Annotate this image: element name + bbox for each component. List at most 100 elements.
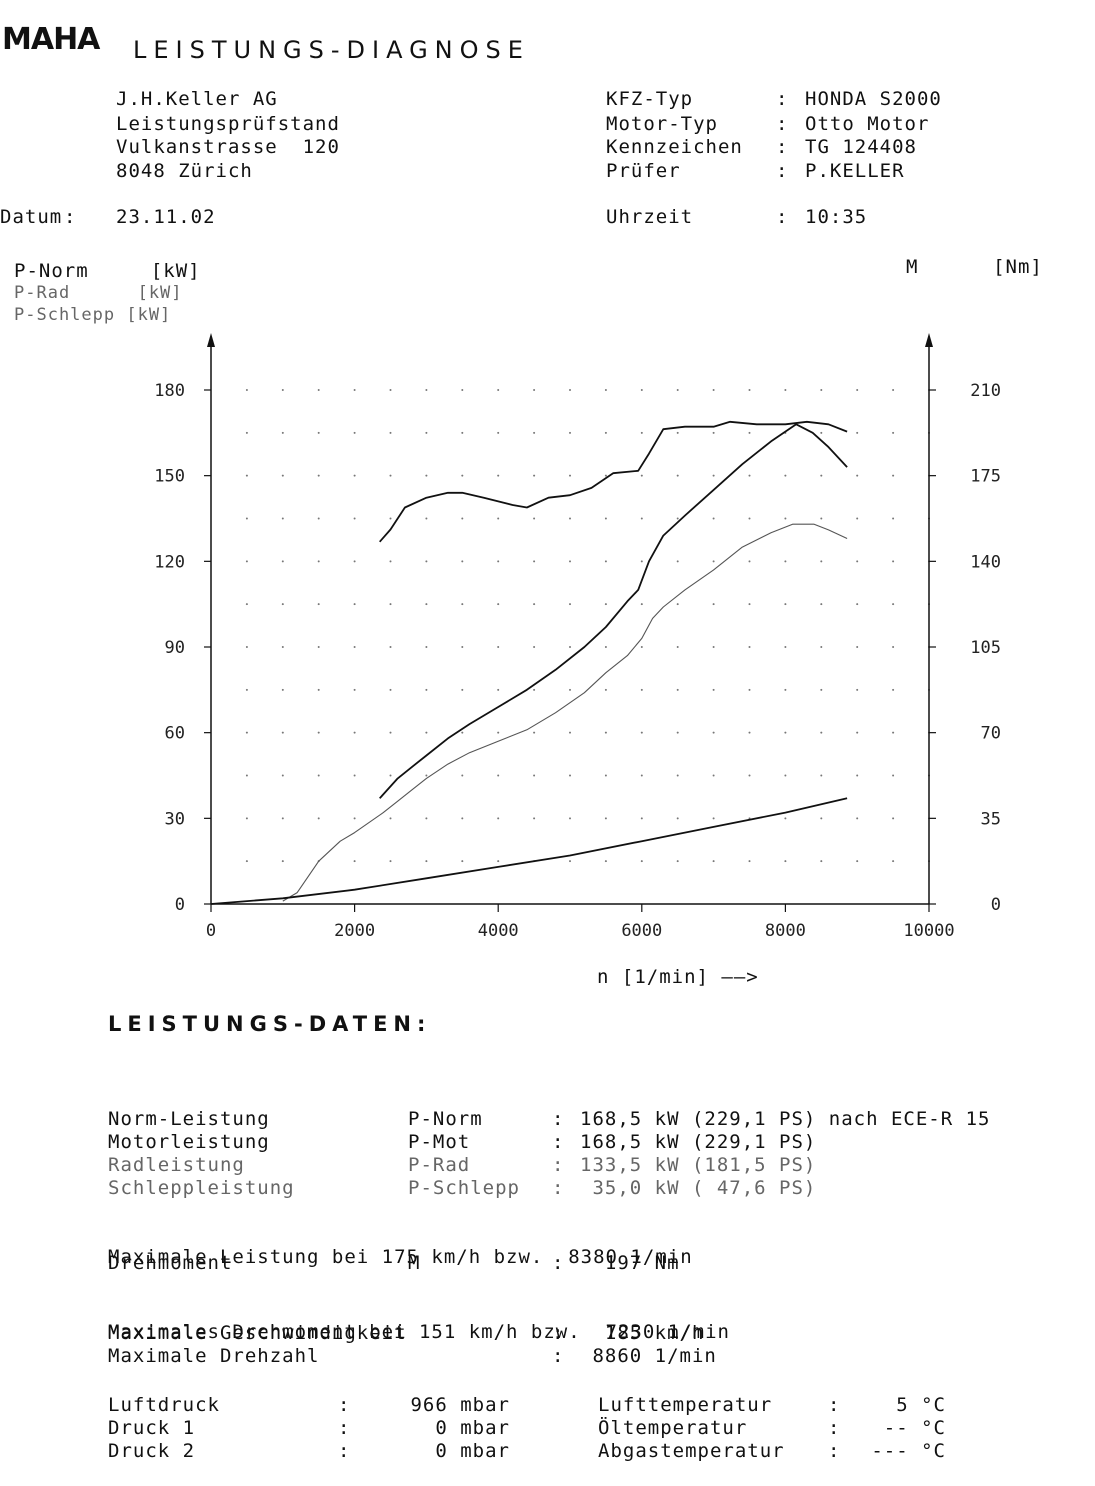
condition-right-name: Öltemperatur	[598, 1417, 748, 1439]
grid-dot	[784, 560, 787, 563]
grid-dot	[281, 517, 284, 520]
vehicle-colon: :	[776, 136, 789, 158]
leistung-row-value: 133,5 kW (181,5 PS)	[580, 1154, 817, 1176]
grid-dot	[748, 474, 751, 477]
grid-dot	[353, 560, 356, 563]
page-title: LEISTUNGS-DIAGNOSE	[133, 36, 530, 64]
y-right-tick-label: 175	[970, 467, 1001, 487]
grid-dot	[353, 774, 356, 777]
condition-sep: :	[338, 1417, 351, 1439]
leistung-row-val: 168,5 kW (229,1 PS)	[580, 1108, 817, 1130]
y-right-tick-label: 35	[981, 809, 1001, 829]
grid-dot	[497, 517, 500, 520]
grid-dot	[245, 389, 248, 391]
grid-dot	[461, 517, 464, 520]
y-axis-left-arrow	[207, 333, 215, 347]
grid-dot	[892, 560, 895, 563]
leistung-row: Schleppleistung P-Schlepp : 35,0 kW ( 47…	[108, 1177, 991, 1200]
leistung-row-sep: :	[552, 1108, 565, 1130]
grid-dot	[892, 389, 895, 391]
grid-dot	[389, 688, 392, 691]
leistung-row: Norm-Leistung P-Norm : 168,5 kW (229,1 P…	[108, 1108, 991, 1131]
grid-dot	[784, 517, 787, 520]
grid-dot	[461, 774, 464, 777]
grid-dot	[461, 389, 464, 391]
grid-dot	[748, 731, 751, 734]
grid-dot	[712, 474, 715, 477]
condition-sep: :	[828, 1417, 841, 1439]
grid-dot	[317, 474, 320, 477]
max-geschw-name: Maximale Geschwindigkeit	[108, 1322, 407, 1344]
vehicle-label-pruefer: Prüfer	[606, 160, 681, 182]
grid-dot	[676, 774, 679, 777]
grid-dot	[748, 774, 751, 777]
grid-dot	[245, 603, 248, 606]
grid-dot	[281, 774, 284, 777]
leistung-row: Motorleistung P-Mot : 168,5 kW (229,1 PS…	[108, 1131, 991, 1154]
legend-p-schlepp: P-Schlepp [kW]	[14, 305, 172, 325]
condition-left-name: Druck 1	[108, 1417, 196, 1439]
grid-dot	[533, 731, 536, 734]
drehmoment-name: Drehmoment	[108, 1252, 233, 1274]
grid-dot	[712, 731, 715, 734]
grid-dot	[820, 774, 823, 777]
grid-dot	[856, 774, 859, 777]
x-tick-label: 2000	[334, 921, 375, 941]
y-right-tick-label: 70	[981, 724, 1001, 744]
grid-dot	[604, 603, 607, 606]
grid-dot	[569, 517, 571, 520]
series-line-p-schlepp	[210, 797, 848, 905]
grid-dot	[533, 474, 536, 477]
grid-dot	[892, 774, 895, 777]
condition-sep: :	[338, 1440, 351, 1462]
grid-dot	[425, 517, 428, 520]
condition-right-value: --- °C	[871, 1440, 946, 1462]
grid-dot	[317, 431, 320, 434]
condition-row: Luftdruck : 966 mbar Lufttemperatur : 5 …	[108, 1394, 946, 1417]
leistung-row-value: 168,5 kW (229,1 PS)	[580, 1131, 817, 1153]
grid-dot	[712, 817, 715, 820]
grid-dot	[569, 688, 571, 691]
grid-dot	[497, 860, 500, 863]
grid-dot	[892, 646, 895, 648]
leistung-row-extra: nach ECE-R 15	[816, 1108, 991, 1130]
grid-dot	[389, 560, 392, 563]
uhrzeit-label: Uhrzeit	[606, 206, 694, 228]
grid-dot	[820, 474, 823, 477]
conditions-block: Luftdruck : 966 mbar Lufttemperatur : 5 …	[108, 1348, 946, 1486]
grid-dot	[317, 389, 320, 391]
vehicle-label-kennzeichen: Kennzeichen	[606, 136, 743, 158]
grid-dot	[389, 474, 392, 477]
grid-dot	[676, 860, 679, 863]
grid-dot	[784, 731, 787, 734]
x-axis-label: n [1/min] ——>	[597, 966, 759, 988]
grid-dot	[317, 817, 320, 820]
grid-dot	[640, 517, 643, 520]
series-line-m	[379, 420, 848, 543]
grid-dot	[604, 774, 607, 777]
condition-row: Druck 2 : 0 mbar Abgastemperatur : --- °…	[108, 1440, 946, 1463]
leistung-row-sym: P-Schlepp	[408, 1177, 520, 1199]
condition-right-value: 5 °C	[896, 1394, 946, 1416]
grid-dot	[425, 860, 428, 863]
grid-dot	[569, 474, 571, 477]
grid-dot	[676, 517, 679, 520]
grid-dot	[676, 688, 679, 691]
condition-left-value: 0 mbar	[435, 1417, 510, 1439]
grid-dot	[748, 688, 751, 691]
max-drehzahl-value: 8860 1/min	[580, 1345, 717, 1367]
grid-dot	[317, 731, 320, 734]
grid-dot	[461, 560, 464, 563]
grid-dot	[712, 389, 715, 391]
condition-left-value: 966 mbar	[410, 1394, 510, 1416]
grid-dot	[461, 731, 464, 734]
grid-dot	[604, 860, 607, 863]
grid-dot	[640, 560, 643, 563]
leistung-row-sym: P-Mot	[408, 1131, 471, 1153]
grid-dot	[281, 431, 284, 434]
grid-dot	[856, 860, 859, 863]
grid-dot	[497, 688, 500, 691]
grid-dot	[281, 646, 284, 648]
grid-dot	[856, 646, 859, 648]
grid-dot	[497, 474, 500, 477]
